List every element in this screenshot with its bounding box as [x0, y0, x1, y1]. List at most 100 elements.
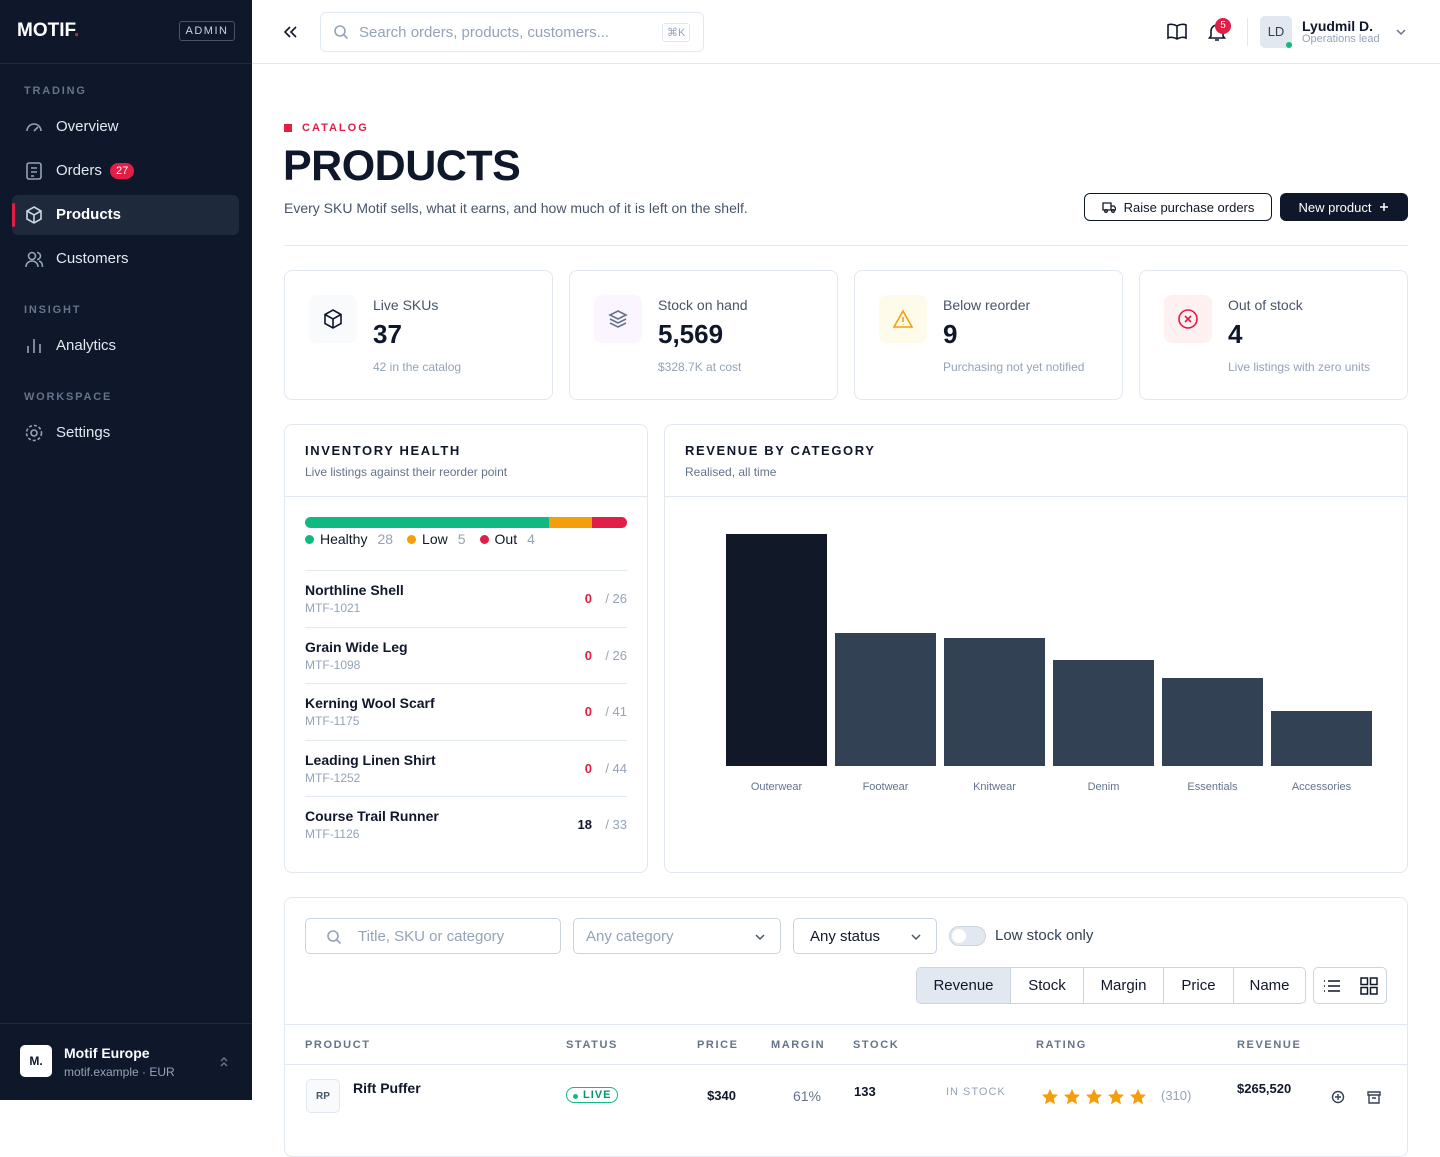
- item-reorder: / 26: [605, 591, 627, 606]
- icon: [26, 123, 42, 132]
- active-bg: [12, 195, 239, 235]
- item-reorder: / 44: [605, 760, 627, 776]
- item-sku: MTF-1175: [305, 714, 360, 728]
- raise-po-button[interactable]: Raise purchase orders: [1084, 193, 1272, 221]
- item-name: Kerning Wool Scarf: [305, 695, 435, 711]
- toggle-knob: [952, 929, 966, 943]
- page-title: PRODUCTS: [283, 142, 521, 190]
- chevron: [755, 934, 765, 941]
- health-legend: Healthy 28 Low 5 Out 4: [305, 531, 535, 547]
- low-stock-toggle[interactable]: [949, 926, 986, 946]
- status-select[interactable]: Any status: [793, 918, 937, 954]
- sort-button[interactable]: Name: [1233, 968, 1305, 1003]
- stock-status: IN STOCK: [946, 1086, 1006, 1098]
- shape: [31, 167, 37, 177]
- sort-button[interactable]: Revenue: [917, 968, 1010, 1003]
- icon: [608, 310, 628, 328]
- legend-label: Out: [494, 531, 518, 547]
- price: $340: [707, 1088, 736, 1103]
- item-stock: 18: [577, 817, 592, 832]
- legend-value: 28: [377, 531, 394, 547]
- column-header[interactable]: MARGIN: [771, 1039, 826, 1051]
- legend-value: 5: [457, 531, 466, 547]
- star-shape: [1130, 1089, 1146, 1105]
- divider: [285, 496, 647, 497]
- item-reorder: / 26: [605, 647, 627, 663]
- shape: [911, 934, 921, 941]
- search-box[interactable]: Search orders, products, customers... ⌘K: [320, 12, 704, 52]
- icon: [25, 251, 44, 268]
- item-name: Leading Linen Shirt: [305, 751, 436, 768]
- shape: [1167, 23, 1187, 40]
- shape: [1335, 1094, 1341, 1100]
- sort-button[interactable]: Price: [1163, 968, 1233, 1003]
- sort-button[interactable]: Stock: [1010, 968, 1083, 1003]
- nav-item[interactable]: Products: [56, 206, 122, 223]
- search-icon: [327, 930, 342, 945]
- table-search[interactable]: Title, SKU or category: [305, 918, 561, 954]
- column-header[interactable]: REVENUE: [1237, 1039, 1302, 1051]
- grid-view-button[interactable]: [1360, 977, 1378, 995]
- item-name: Grain Wide Leg: [305, 638, 408, 655]
- stat-icon: [1164, 295, 1212, 343]
- nav-item[interactable]: Overview: [56, 118, 119, 135]
- inventory-card: INVENTORY HEALTH Live listings against t…: [284, 424, 648, 873]
- eyebrow: CATALOG: [302, 122, 369, 134]
- legend-dot: [305, 534, 314, 544]
- count-badge: 27: [110, 163, 135, 179]
- icon: [26, 206, 42, 224]
- chevron: [911, 934, 921, 941]
- product-name[interactable]: Rift Puffer: [353, 1080, 421, 1096]
- collapse-button[interactable]: [282, 24, 298, 40]
- column-header[interactable]: STOCK: [853, 1039, 900, 1051]
- org-switch[interactable]: [218, 1055, 230, 1069]
- shape: [26, 123, 42, 132]
- health-segment: [305, 517, 549, 528]
- row-action[interactable]: [1331, 1090, 1345, 1104]
- column-header[interactable]: PRODUCT: [305, 1039, 371, 1051]
- item-sku: MTF-1126: [305, 827, 360, 841]
- user-menu[interactable]: [1395, 26, 1407, 38]
- docs-button[interactable]: [1166, 22, 1188, 42]
- stat-icon: [594, 295, 642, 343]
- toggle-label: Low stock only: [995, 927, 1094, 944]
- legend-dot: [479, 534, 489, 544]
- column-header[interactable]: RATING: [1036, 1039, 1087, 1051]
- stat-card: Stock on hand 5,569 $328.7K at cost: [569, 270, 838, 400]
- sort-button[interactable]: Margin: [1083, 968, 1163, 1003]
- nav-item[interactable]: Settings: [56, 424, 111, 441]
- legend-item: Low 5: [407, 531, 466, 547]
- item-name: Northline Shell: [305, 582, 404, 598]
- legend-label: Low: [422, 531, 448, 547]
- nav-item[interactable]: Customers: [56, 250, 129, 267]
- sidebar: MOTIF. ADMIN TRADING Overview Orders 27 …: [0, 0, 252, 1100]
- select-value: Any category: [586, 928, 674, 945]
- health-segment: [592, 517, 627, 528]
- star: [1086, 1089, 1102, 1105]
- nav-item[interactable]: Orders: [56, 162, 102, 179]
- stat-icon: [309, 295, 357, 343]
- list-view-button[interactable]: [1323, 978, 1341, 994]
- shape: [26, 162, 42, 180]
- products-table-card: Title, SKU or category Any category Any …: [284, 897, 1408, 1157]
- card-title: INVENTORY HEALTH: [305, 443, 461, 458]
- new-product-button[interactable]: New product: [1280, 193, 1408, 221]
- rating-stars: [1041, 1088, 1147, 1106]
- status-badge: LIVE: [566, 1087, 619, 1103]
- icon: [25, 424, 43, 442]
- category-select[interactable]: Any category: [573, 918, 781, 954]
- stat-value: 4: [1228, 319, 1243, 349]
- truck-icon: [1101, 202, 1116, 213]
- icon: [27, 339, 41, 353]
- row-archive[interactable]: [1367, 1090, 1381, 1104]
- nav-section: WORKSPACE: [24, 391, 113, 403]
- divider: [0, 63, 252, 64]
- column-header[interactable]: PRICE: [697, 1039, 739, 1051]
- icon: [324, 309, 342, 329]
- review-count: (310): [1161, 1088, 1192, 1103]
- online-dot: [1286, 42, 1292, 48]
- star: [1108, 1089, 1124, 1105]
- user-name: Lyudmil D.: [1302, 18, 1374, 34]
- nav-item[interactable]: Analytics: [56, 337, 117, 354]
- column-header[interactable]: STATUS: [566, 1039, 618, 1051]
